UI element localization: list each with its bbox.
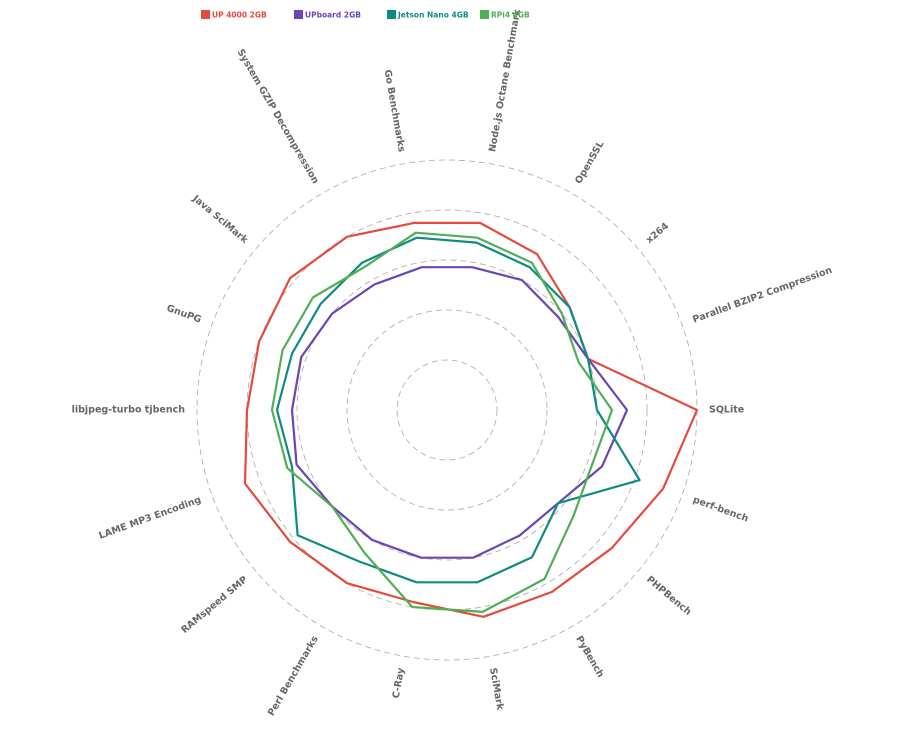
axis-label: Node.js Octane Benchmark (487, 8, 523, 153)
axis-label: Java SciMark (190, 193, 251, 247)
axis-label: OpenSSL (573, 139, 606, 186)
axis-label: x264 (644, 220, 671, 245)
axis-label: libjpeg-turbo tjbench (72, 405, 186, 416)
series-line-up-4000-2gb (243, 221, 699, 618)
series-line-jetson-nano-4gb (275, 236, 641, 584)
legend-label: UP 4000 2GB (212, 11, 267, 20)
axis-label: PHPBench (644, 574, 693, 618)
legend-swatch (201, 10, 210, 19)
legend: UP 4000 2GB UPboard 2GB Jetson Nano 4GB RPi… (201, 10, 530, 20)
legend-swatch (480, 10, 489, 19)
radar-series (243, 221, 699, 618)
grid-ring (396, 359, 498, 461)
legend-label: RPi4 4GB (491, 11, 530, 20)
axis-label: Go Benchmarks (382, 69, 407, 153)
axis-label: perf-bench (691, 494, 750, 524)
grid-ring (246, 209, 648, 611)
axis-label: PyBench (573, 634, 606, 680)
axis-label: Perl Benchmarks (266, 634, 321, 718)
axis-label: Parallel BZIP2 Compression (691, 265, 834, 326)
axis-label: C-Ray (391, 666, 407, 699)
legend-label: Jetson Nano 4GB (397, 11, 469, 20)
series-line-upboard-2gb (290, 266, 629, 559)
axis-label: LAME MP3 Encoding (97, 494, 202, 541)
legend-swatch (387, 10, 396, 19)
series-line-rpi4-4gb (270, 231, 614, 614)
axis-label: RAMspeed SMP (179, 574, 250, 636)
legend-swatch (294, 10, 303, 19)
grid-ring (346, 309, 548, 511)
axis-label: SciMark (487, 667, 505, 712)
axis-label: GnuPG (165, 303, 203, 326)
axis-label: SQLite (709, 405, 744, 416)
legend-label: UPboard 2GB (305, 11, 361, 20)
axis-label: System GZIP Decompression (234, 47, 320, 186)
